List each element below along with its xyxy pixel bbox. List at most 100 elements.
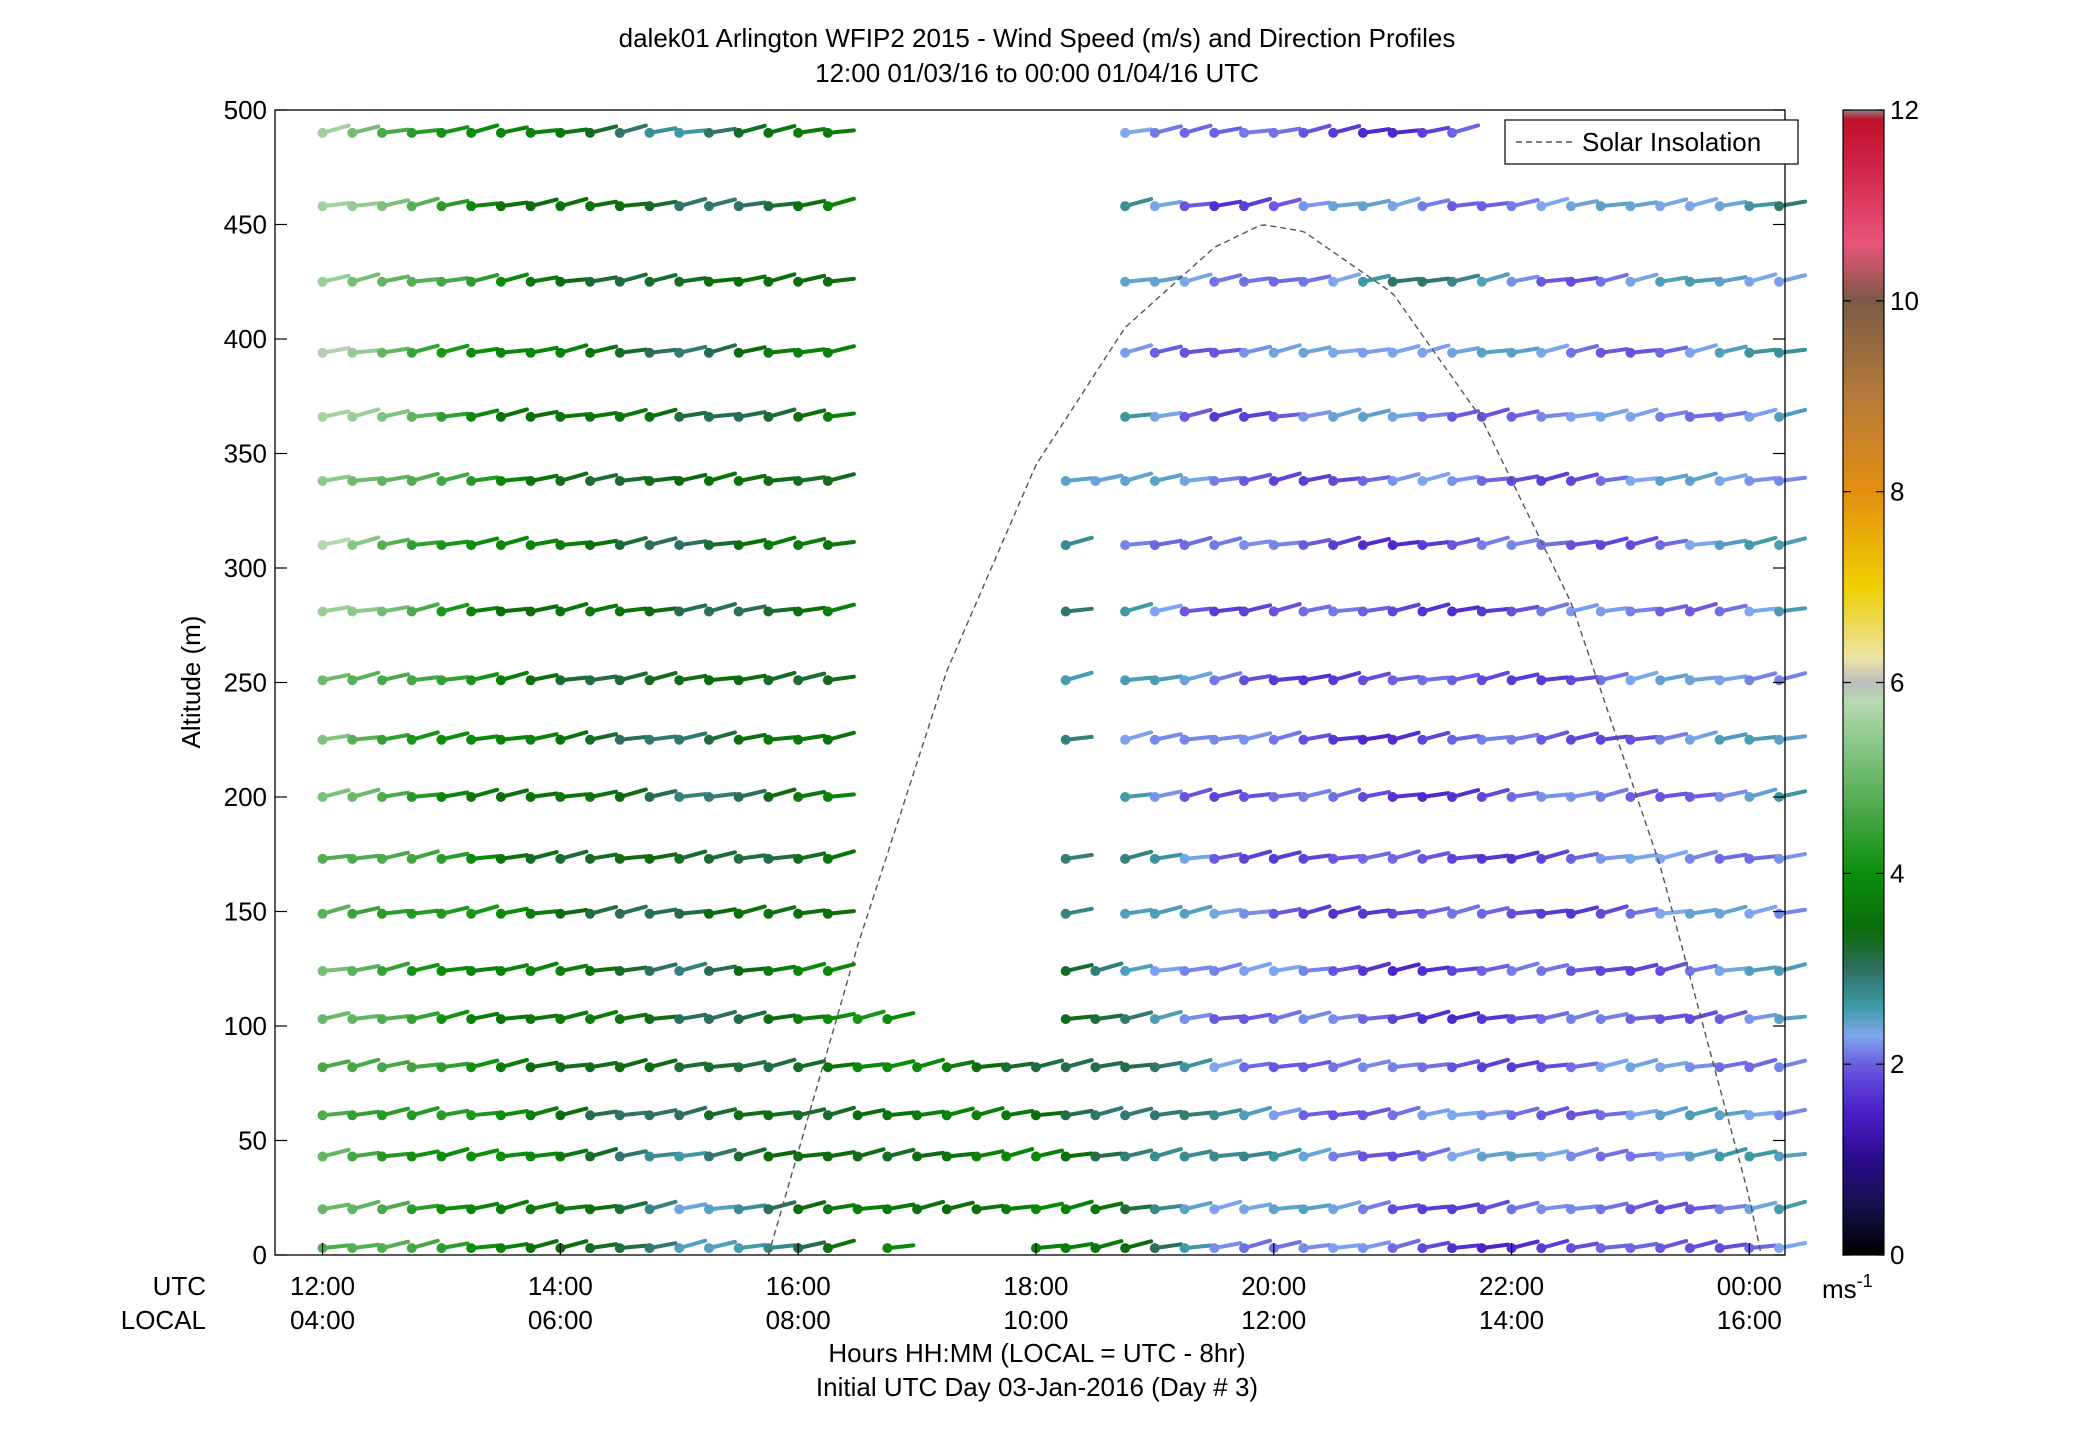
wind-barb-dot [1625,347,1636,358]
wind-barb-dot [733,1110,744,1121]
wind-barb-dot [1179,1204,1190,1215]
wind-barb-dot [793,411,804,422]
wind-barb-dot [1536,475,1547,486]
wind-barb-dot [1625,966,1636,977]
wind-barb-dot [555,475,566,486]
wind-barb-dot [406,966,417,977]
wind-barb-dot [1417,475,1428,486]
wind-barb-dot [971,1204,982,1215]
wind-barb-dot [703,475,714,486]
wind-barb-dot [1476,1062,1487,1073]
wind-barb-dot [614,908,625,919]
wind-barb-dot [1209,201,1220,212]
wind-barb-dot [733,540,744,551]
wind-barb-dot [1149,853,1160,864]
wind-barb-dot [1387,540,1398,551]
wind-barb-dot [1268,1014,1279,1025]
wind-barb-dot [882,1062,893,1073]
wind-barb-dot [1684,792,1695,802]
wind-barb-dot [703,792,714,802]
wind-barb-dot [644,606,655,617]
wind-barb-dot [436,792,447,802]
wind-barb-dot [1684,1243,1695,1254]
wind-barb-dot [347,1014,358,1025]
wind-barb-dot [585,475,596,486]
wind-barb-dot [347,606,358,617]
wind-barb-dot [1684,540,1695,551]
wind-barb-dot [912,1110,923,1121]
wind-barb-dot [733,127,744,138]
wind-barb-dot [1476,966,1487,977]
wind-barb-dot [1357,347,1368,358]
wind-barb-dot [1120,475,1131,486]
wind-barb-dot [1565,1062,1576,1073]
wind-barb-dot [1179,201,1190,212]
wind-barb-dot [1357,1014,1368,1025]
wind-barb-dot [763,853,774,864]
wind-barb-dot [317,347,328,358]
wind-barb-dot [377,1204,388,1215]
wind-barb-dot [1476,853,1487,864]
wind-barb-dot [703,540,714,551]
wind-barb-dot [1060,1204,1071,1215]
wind-barb-dot [1239,792,1250,802]
wind-barb-dot [436,606,447,617]
wind-barb-dot [1655,1243,1666,1254]
wind-barb-dot [406,1110,417,1121]
wind-barb-dot [733,1204,744,1215]
wind-barb-dot [406,792,417,802]
wind-barb-dot [1744,1062,1755,1073]
wind-barb-dot [822,1151,833,1162]
wind-barb-dot [644,1204,655,1215]
wind-barb-dot [793,127,804,138]
wind-barb-dot [703,675,714,686]
wind-barb-dot [317,853,328,864]
wind-barb-dot [436,1243,447,1254]
wind-barb-dot [1357,411,1368,422]
wind-barb-dot [1328,1204,1339,1215]
wind-barb-dot [822,475,833,486]
wind-barb-dot [406,411,417,422]
wind-barb-dot [1209,734,1220,745]
wind-barb-dot [1655,1151,1666,1162]
wind-barb-dot [1239,127,1250,138]
wind-barb-dot [793,347,804,358]
wind-barb-dot [1328,276,1339,287]
wind-barb-dot [585,675,596,686]
wind-barb-dot [674,853,685,864]
wind-barb-dot [436,908,447,919]
wind-barb-dot [1447,606,1458,617]
wind-barb-dot [406,1204,417,1215]
wind-barb-dot [1120,411,1131,422]
wind-barb-dot [406,675,417,686]
wind-barb-dot [585,1014,596,1025]
wind-barb-dot [1536,908,1547,919]
wind-barb-dot [525,966,536,977]
wind-barb-dot [703,853,714,864]
wind-barb-dot [1774,201,1785,212]
wind-barb-dot [495,1014,506,1025]
wind-barb-dot [1506,1151,1517,1162]
wind-barb-dot [1357,734,1368,745]
wind-barb-dot [1774,734,1785,745]
wind-barb-dot [733,475,744,486]
wind-barb-dot [674,1151,685,1162]
wind-barb-dot [1060,475,1071,486]
wind-barb-dot [1030,1204,1041,1215]
wind-barb-dot [1268,908,1279,919]
wind-barb-dot [1565,675,1576,686]
wind-barb-dot [1447,1151,1458,1162]
wind-barb-dot [585,276,596,287]
wind-barb-dot [1774,475,1785,486]
wind-barb-dot [1298,1204,1309,1215]
wind-barb-dot [1179,1014,1190,1025]
wind-barb-dot [1744,1204,1755,1215]
wind-barb-dot [377,1110,388,1121]
wind-barb-dot [1625,1110,1636,1121]
wind-barb-dot [733,1151,744,1162]
wind-barb-dot [525,347,536,358]
wind-barb-dot [1060,1014,1071,1025]
wind-barb-dot [377,475,388,486]
